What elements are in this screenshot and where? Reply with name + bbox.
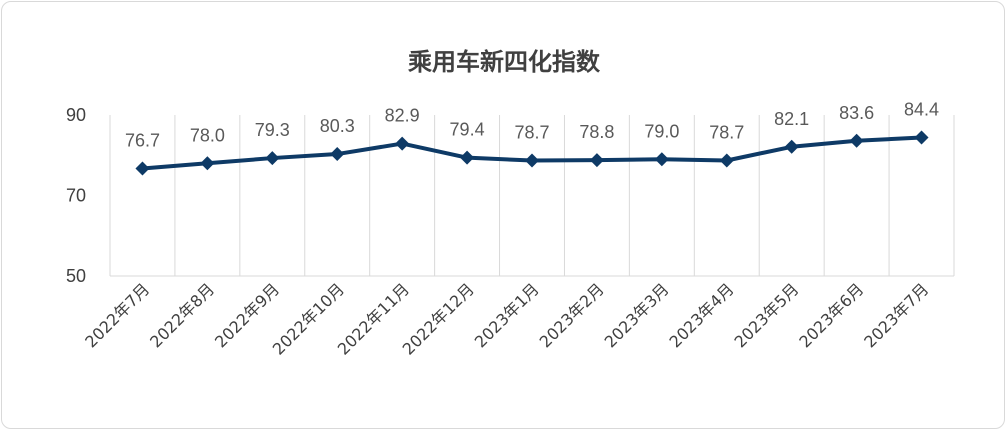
data-label: 79.0 (644, 121, 679, 141)
x-tick-label: 2023年6月 (795, 279, 867, 351)
data-point-marker (914, 130, 929, 145)
x-tick-label: 2022年8月 (146, 279, 218, 351)
data-label: 78.7 (709, 122, 744, 142)
data-point-marker (200, 156, 215, 171)
data-label: 84.4 (904, 100, 939, 120)
data-point-marker (719, 153, 734, 168)
data-label: 79.4 (450, 120, 485, 140)
data-label: 78.0 (190, 125, 225, 145)
data-label: 80.3 (320, 116, 355, 136)
x-tick-label: 2023年3月 (601, 279, 673, 351)
x-tick-label: 2023年5月 (730, 279, 802, 351)
data-label: 83.6 (839, 103, 874, 123)
y-tick-label: 90 (66, 105, 86, 125)
x-tick-label: 2023年4月 (666, 279, 738, 351)
data-point-marker (525, 153, 539, 168)
data-point-marker (135, 161, 150, 176)
x-tick-label: 2023年1月 (471, 279, 543, 351)
x-tick-label: 2022年7月 (81, 279, 153, 351)
data-point-marker (784, 139, 799, 154)
y-tick-label: 70 (66, 186, 86, 206)
data-label: 78.7 (514, 122, 549, 142)
data-point-marker (589, 153, 604, 168)
data-label: 82.9 (385, 106, 420, 126)
data-point-marker (460, 150, 475, 165)
data-label: 79.3 (255, 120, 290, 140)
data-label: 82.1 (774, 109, 809, 129)
y-tick-label: 50 (66, 266, 86, 286)
x-tick-label: 2023年2月 (536, 279, 608, 351)
data-point-marker (395, 136, 410, 151)
data-point-marker (654, 152, 669, 167)
chart-title: 乘用车新四化指数 (408, 48, 600, 76)
x-tick-label: 2023年7月 (860, 279, 932, 351)
data-label: 76.7 (125, 131, 160, 151)
data-point-marker (265, 151, 280, 166)
data-point-marker (330, 147, 345, 162)
data-label: 78.8 (579, 122, 614, 142)
data-point-marker (849, 133, 864, 148)
